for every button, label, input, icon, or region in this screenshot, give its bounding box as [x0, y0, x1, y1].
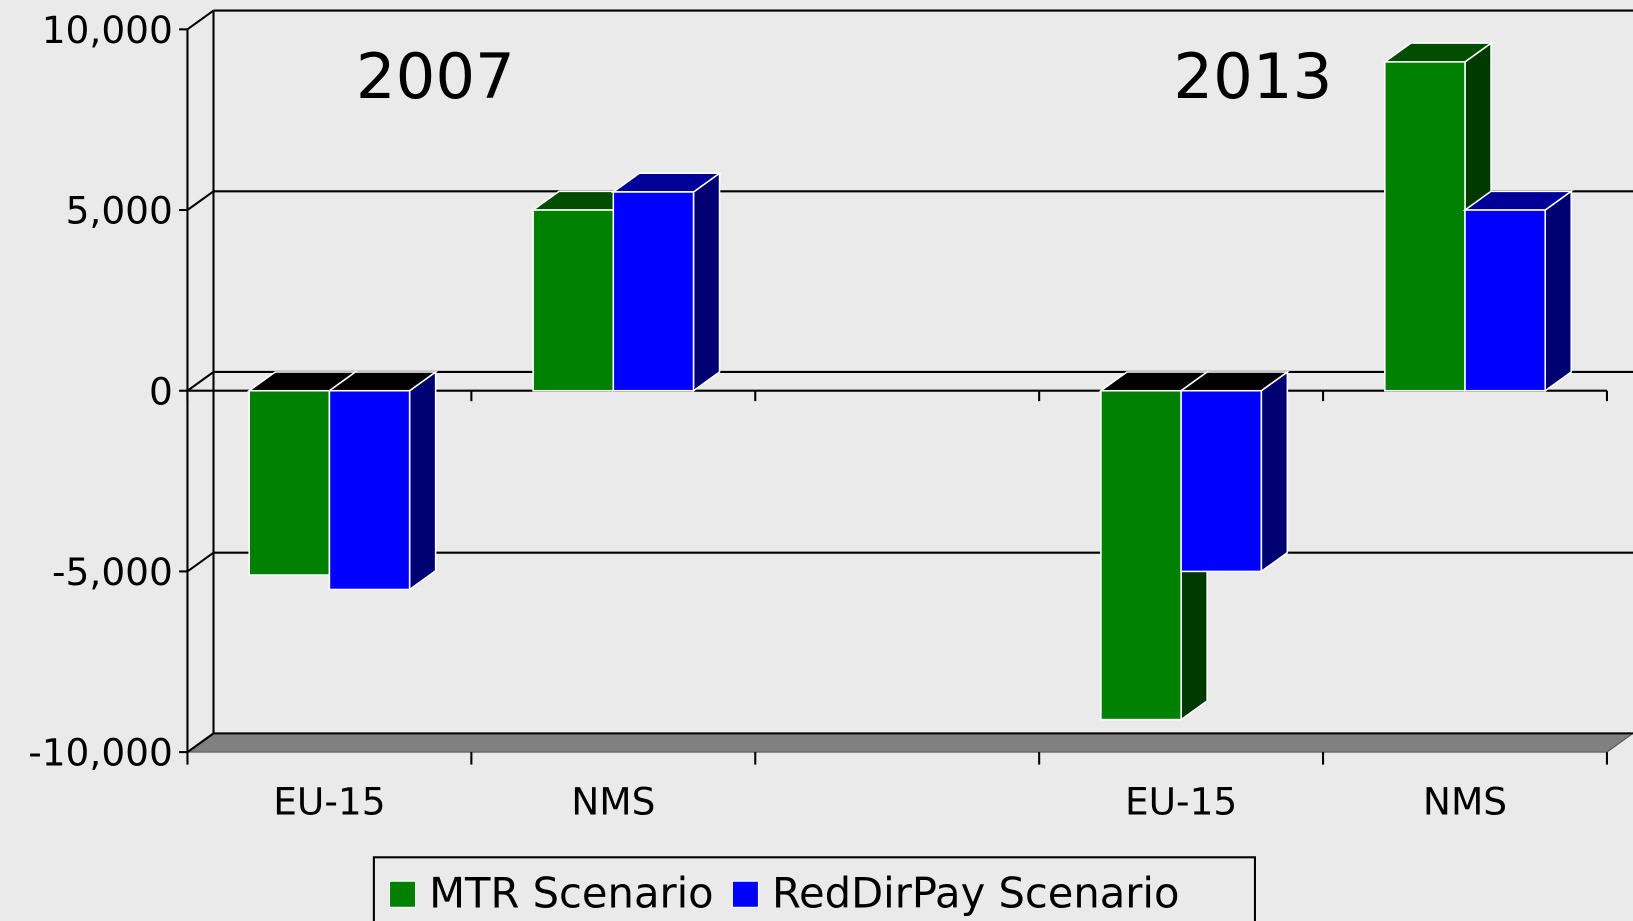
- tick-mark: [186, 371, 215, 392]
- bar-front: [1384, 61, 1466, 392]
- y-tick-label: -5,000: [52, 550, 173, 594]
- bar-front: [1180, 389, 1263, 573]
- bar-front: [248, 389, 331, 576]
- tick-mark: [186, 732, 215, 753]
- bar: [1462, 189, 1574, 393]
- bar: [610, 171, 722, 393]
- y-tick-label: 10,000: [42, 8, 173, 52]
- bar-side: [692, 171, 721, 393]
- x-tick-label: EU-15: [1125, 780, 1237, 824]
- x-tick-label: NMS: [571, 780, 655, 824]
- legend-label: RedDirPay Scenario: [772, 868, 1180, 917]
- bar: [326, 370, 439, 592]
- tick-mark: [186, 190, 215, 211]
- y-tick-label: 0: [149, 369, 173, 413]
- bar: [1178, 370, 1290, 573]
- tick-mark: [186, 9, 215, 31]
- bar-front: [1464, 209, 1546, 392]
- legend: MTR Scenario RedDirPay Scenario: [388, 868, 1180, 917]
- legend-box: [372, 856, 1256, 921]
- legend-swatch: [731, 880, 759, 908]
- plot: [246, 41, 1574, 722]
- bar-side: [1260, 370, 1289, 573]
- y-tick-label: -10,000: [28, 731, 173, 775]
- bar-front: [1100, 389, 1182, 721]
- annotation: 2013: [1173, 40, 1332, 113]
- bar-front: [532, 209, 615, 392]
- legend-label: MTR Scenario: [429, 868, 714, 917]
- annotation: 2007: [356, 40, 515, 113]
- floor: [185, 732, 1633, 753]
- tick-mark: [186, 551, 215, 573]
- x-tick-label: EU-15: [273, 780, 385, 824]
- bar-side: [1544, 189, 1573, 393]
- bar-side: [408, 370, 437, 592]
- back-wall: -10,000 -5,000 0 5,000 10,000 EU-15 NMS EU-15 NM…: [28, 8, 1633, 824]
- bar-front: [328, 389, 411, 591]
- bar-front: [612, 191, 695, 392]
- y-tick-label: 5,000: [66, 189, 173, 233]
- legend-swatch: [388, 880, 417, 908]
- x-tick-label: NMS: [1423, 780, 1507, 824]
